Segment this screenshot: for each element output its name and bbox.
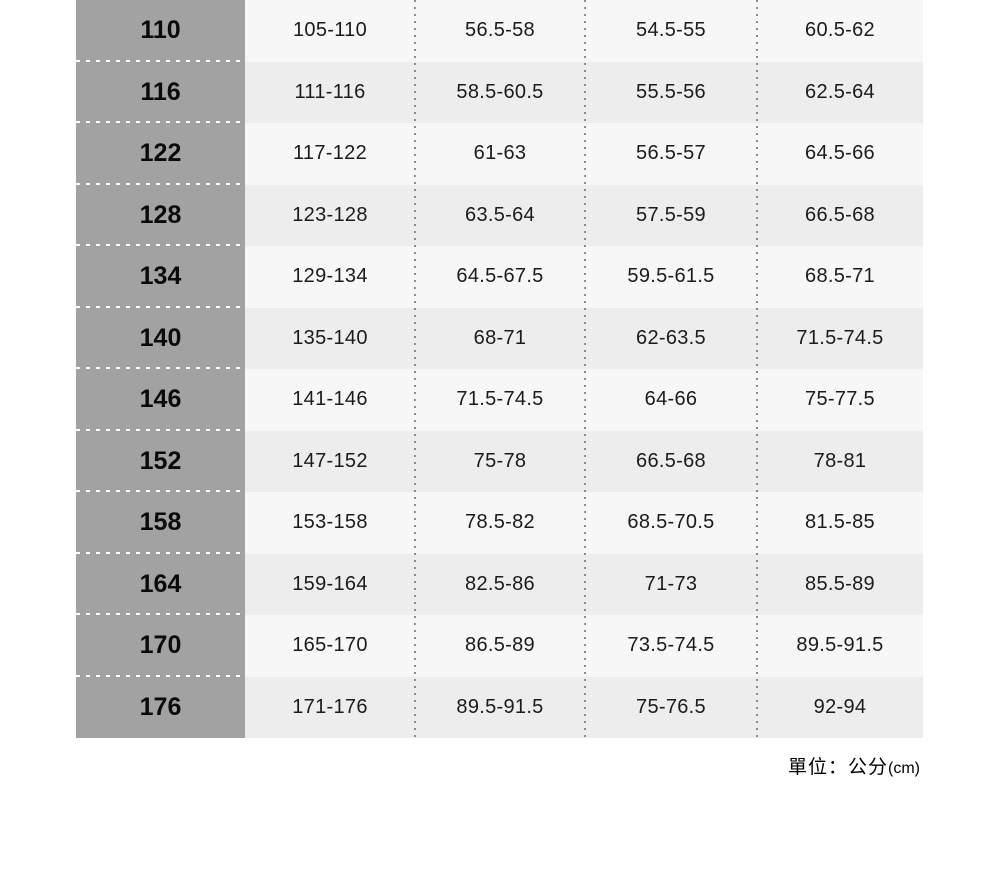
measurement-cell: 66.5-68	[585, 430, 757, 492]
column-separator-dotted	[756, 0, 758, 738]
table-row: 128 123-128 63.5-64 57.5-59 66.5-68	[76, 184, 923, 246]
size-cell: 170	[76, 615, 245, 677]
table-row: 164 159-164 82.5-86 71-73 85.5-89	[76, 553, 923, 615]
measurement-cell: 81.5-85	[757, 492, 923, 554]
height-range-cell: 117-122	[245, 123, 415, 185]
table-row: 110 105-110 56.5-58 54.5-55 60.5-62	[76, 0, 923, 62]
unit-label-text: 單位：公分	[788, 757, 889, 778]
height-range-cell: 141-146	[245, 369, 415, 431]
measurement-cell: 92-94	[757, 676, 923, 738]
table-row: 122 117-122 61-63 56.5-57 64.5-66	[76, 123, 923, 185]
table-row: 152 147-152 75-78 66.5-68 78-81	[76, 430, 923, 492]
measurement-cell: 86.5-89	[415, 615, 585, 677]
height-range-cell: 123-128	[245, 184, 415, 246]
size-cell: 152	[76, 430, 245, 492]
size-cell: 110	[76, 0, 245, 62]
table-rows: 110 105-110 56.5-58 54.5-55 60.5-62 116 …	[76, 0, 923, 738]
measurement-cell: 75-77.5	[757, 369, 923, 431]
table-row: 176 171-176 89.5-91.5 75-76.5 92-94	[76, 676, 923, 738]
measurement-cell: 60.5-62	[757, 0, 923, 62]
size-cell: 146	[76, 369, 245, 431]
measurement-cell: 61-63	[415, 123, 585, 185]
height-range-cell: 153-158	[245, 492, 415, 554]
measurement-cell: 89.5-91.5	[757, 615, 923, 677]
measurement-cell: 56.5-57	[585, 123, 757, 185]
height-range-cell: 147-152	[245, 430, 415, 492]
measurement-cell: 75-78	[415, 430, 585, 492]
size-cell: 176	[76, 676, 245, 738]
size-cell: 140	[76, 307, 245, 369]
measurement-cell: 64-66	[585, 369, 757, 431]
size-cell: 122	[76, 123, 245, 185]
measurement-cell: 57.5-59	[585, 184, 757, 246]
measurement-cell: 68.5-70.5	[585, 492, 757, 554]
size-cell: 128	[76, 184, 245, 246]
table-row: 116 111-116 58.5-60.5 55.5-56 62.5-64	[76, 61, 923, 123]
unit-label: 單位：公分(cm)	[788, 752, 920, 779]
measurement-cell: 71.5-74.5	[757, 307, 923, 369]
measurement-cell: 73.5-74.5	[585, 615, 757, 677]
measurement-cell: 58.5-60.5	[415, 61, 585, 123]
table-row: 134 129-134 64.5-67.5 59.5-61.5 68.5-71	[76, 246, 923, 308]
measurement-cell: 68-71	[415, 307, 585, 369]
measurement-cell: 56.5-58	[415, 0, 585, 62]
measurement-cell: 63.5-64	[415, 184, 585, 246]
height-range-cell: 105-110	[245, 0, 415, 62]
measurement-cell: 78-81	[757, 430, 923, 492]
height-range-cell: 165-170	[245, 615, 415, 677]
height-range-cell: 135-140	[245, 307, 415, 369]
measurement-cell: 62.5-64	[757, 61, 923, 123]
table-row: 146 141-146 71.5-74.5 64-66 75-77.5	[76, 369, 923, 431]
size-cell: 164	[76, 553, 245, 615]
measurement-cell: 82.5-86	[415, 553, 585, 615]
table-row: 140 135-140 68-71 62-63.5 71.5-74.5	[76, 307, 923, 369]
height-range-cell: 129-134	[245, 246, 415, 308]
height-range-cell: 171-176	[245, 676, 415, 738]
height-range-cell: 111-116	[245, 61, 415, 123]
unit-label-cm: (cm)	[888, 760, 920, 777]
measurement-cell: 64.5-67.5	[415, 246, 585, 308]
measurement-cell: 78.5-82	[415, 492, 585, 554]
measurement-cell: 55.5-56	[585, 61, 757, 123]
measurement-cell: 62-63.5	[585, 307, 757, 369]
measurement-cell: 71.5-74.5	[415, 369, 585, 431]
height-range-cell: 159-164	[245, 553, 415, 615]
size-chart-table: 110 105-110 56.5-58 54.5-55 60.5-62 116 …	[76, 0, 923, 738]
column-separator-dotted	[584, 0, 586, 738]
size-cell: 158	[76, 492, 245, 554]
measurement-cell: 89.5-91.5	[415, 676, 585, 738]
size-cell: 116	[76, 61, 245, 123]
table-row: 170 165-170 86.5-89 73.5-74.5 89.5-91.5	[76, 615, 923, 677]
measurement-cell: 54.5-55	[585, 0, 757, 62]
measurement-cell: 85.5-89	[757, 553, 923, 615]
measurement-cell: 64.5-66	[757, 123, 923, 185]
measurement-cell: 71-73	[585, 553, 757, 615]
measurement-cell: 59.5-61.5	[585, 246, 757, 308]
column-separator-dotted	[414, 0, 416, 738]
measurement-cell: 66.5-68	[757, 184, 923, 246]
table-row: 158 153-158 78.5-82 68.5-70.5 81.5-85	[76, 492, 923, 554]
measurement-cell: 68.5-71	[757, 246, 923, 308]
size-cell: 134	[76, 246, 245, 308]
measurement-cell: 75-76.5	[585, 676, 757, 738]
